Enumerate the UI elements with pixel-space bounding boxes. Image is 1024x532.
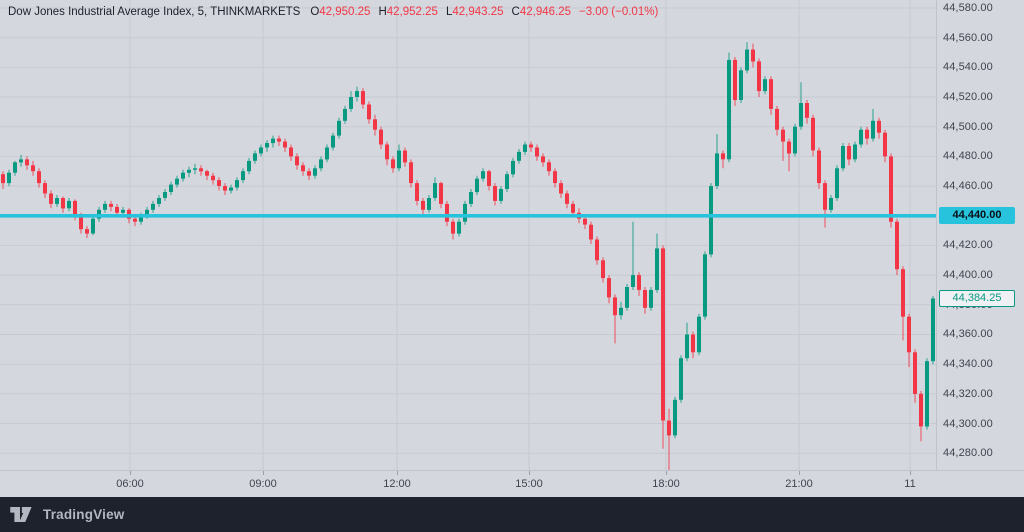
tradingview-logo-icon — [10, 507, 32, 522]
brand-text: TradingView — [43, 507, 125, 522]
time-axis-tick — [666, 471, 667, 475]
price-axis-label: 44,420.00 — [943, 239, 993, 252]
ohlc-open: O42,950.25 — [310, 6, 371, 18]
time-axis-label: 18:00 — [652, 478, 680, 490]
price-axis[interactable]: 44,280.00 44,300.00 44,320.00 44,340.00 44,3… — [936, 0, 1024, 470]
footer-bar: TradingView — [0, 497, 1024, 532]
symbol-title[interactable]: Dow Jones Industrial Average Index, 5, T… — [8, 6, 301, 18]
horizontal-line-price-tag[interactable]: 44,440.00 — [939, 207, 1015, 225]
time-axis-label: 06:00 — [116, 478, 144, 490]
chart-legend: Dow Jones Industrial Average Index, 5, T… — [8, 6, 658, 18]
last-price-tag: 44,384.25 — [939, 289, 1015, 307]
time-axis-label: 21:00 — [785, 478, 813, 490]
price-axis-label: 44,540.00 — [943, 61, 993, 74]
price-axis-label: 44,340.00 — [943, 358, 993, 371]
price-axis-label: 44,480.00 — [943, 150, 993, 163]
price-axis-label: 44,580.00 — [943, 1, 993, 14]
ohlc-high: H42,952.25 — [378, 6, 438, 18]
time-axis-tick — [130, 471, 131, 475]
price-axis-label: 44,360.00 — [943, 328, 993, 341]
price-change: −3.00 (−0.01%) — [579, 6, 659, 18]
time-axis-tick — [910, 471, 911, 475]
price-axis-label: 44,280.00 — [943, 447, 993, 460]
ohlc-low: L42,943.25 — [445, 6, 504, 18]
price-axis-label: 44,460.00 — [943, 180, 993, 193]
price-axis-label: 44,560.00 — [943, 31, 993, 44]
time-axis-label: 15:00 — [515, 478, 543, 490]
time-axis-label: 12:00 — [383, 478, 411, 490]
price-axis-label: 44,500.00 — [943, 120, 993, 133]
time-axis-label: 09:00 — [249, 478, 277, 490]
time-axis-label: 11 — [904, 478, 916, 490]
candlestick-plot — [0, 0, 936, 470]
time-axis-tick — [799, 471, 800, 475]
price-axis-label: 44,300.00 — [943, 417, 993, 430]
price-axis-label: 44,400.00 — [943, 269, 993, 282]
time-axis-tick — [397, 471, 398, 475]
time-axis-tick — [529, 471, 530, 475]
chart-canvas[interactable] — [0, 0, 936, 470]
price-axis-label: 44,320.00 — [943, 387, 993, 400]
tradingview-brand-link[interactable]: TradingView — [10, 507, 124, 522]
time-axis[interactable]: 06:00 09:00 12:00 15:00 18:00 21:00 11 — [0, 470, 1024, 498]
time-axis-tick — [263, 471, 264, 475]
price-axis-label: 44,520.00 — [943, 91, 993, 104]
ohlc-close: C42,946.25 — [511, 6, 571, 18]
